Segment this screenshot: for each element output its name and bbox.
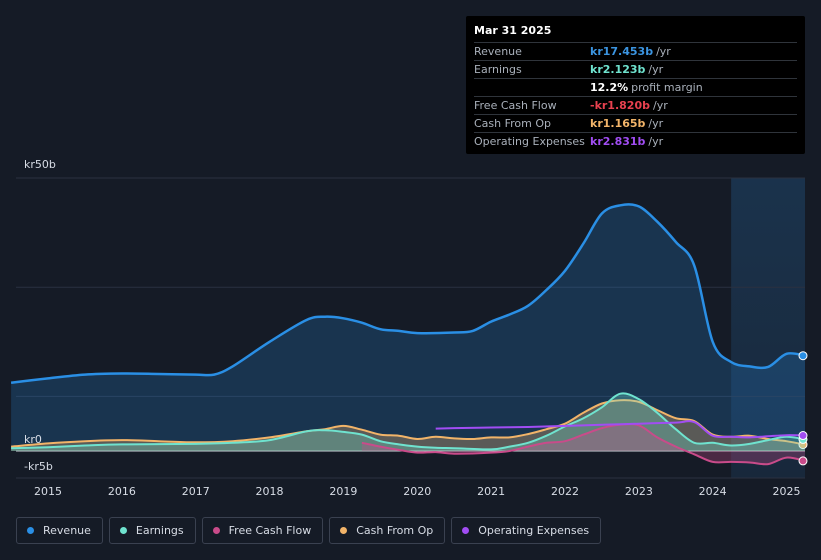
y-tick-label: -kr5b: [24, 460, 53, 473]
operating-expenses-line: [435, 420, 806, 439]
tooltip-row-value: -kr1.820b: [590, 99, 650, 112]
x-tick-label: 2025: [773, 485, 801, 498]
legend-dot-icon: [462, 527, 470, 534]
legend-label: Earnings: [135, 524, 184, 537]
legend-item-free-cash-flow[interactable]: Free Cash Flow: [201, 517, 324, 544]
y-tick-label: kr50b: [24, 158, 56, 171]
legend-label: Free Cash Flow: [228, 524, 312, 537]
tooltip-row: Operating Expenses kr2.831b/yr: [474, 133, 797, 150]
operating-expenses-end-point: [798, 431, 808, 441]
forecast-region: [731, 178, 805, 478]
x-tick-label: 2024: [699, 485, 727, 498]
revenue-line: [10, 203, 806, 385]
x-tick-label: 2019: [329, 485, 357, 498]
tooltip-row-unit: /yr: [648, 63, 664, 76]
tooltip-row-value: kr2.123b: [590, 63, 646, 76]
revenue-end-point: [798, 351, 808, 361]
legend-dot-icon: [27, 527, 34, 534]
legend-item-cash-from-op[interactable]: Cash From Op: [329, 517, 446, 544]
tooltip-row: Earnings kr2.123b/yr: [474, 61, 797, 79]
legend-label: Cash From Op: [356, 524, 434, 537]
legend-dot-icon: [119, 527, 127, 534]
legend-item-revenue[interactable]: Revenue: [16, 517, 103, 544]
tooltip-row-value: 12.2%: [590, 81, 629, 94]
x-tick-label: 2020: [403, 485, 431, 498]
tooltip-row-unit: /yr: [648, 117, 664, 130]
tooltip-date: Mar 31 2025: [474, 23, 797, 43]
chart-legend: Revenue Earnings Free Cash Flow Cash From O…: [16, 517, 602, 546]
x-tick-label: 2022: [551, 485, 579, 498]
free-cash-flow-end-point: [798, 456, 808, 466]
x-tick-label: 2017: [182, 485, 210, 498]
tooltip-row: Revenue kr17.453b/yr: [474, 43, 797, 61]
tooltip-row: Free Cash Flow -kr1.820b/yr: [474, 97, 797, 115]
legend-dot-icon: [212, 527, 220, 534]
revenue-area: [11, 204, 806, 451]
tooltip-row-unit: profit margin: [631, 81, 703, 94]
tooltip-row-value: kr2.831b: [590, 135, 646, 148]
x-tick-label: 2016: [108, 485, 136, 498]
tooltip-row-label: Revenue: [474, 45, 522, 58]
tooltip-row-value: kr17.453b: [590, 45, 654, 58]
y-tick-label: kr0: [24, 433, 42, 446]
legend-item-operating-expenses[interactable]: Operating Expenses: [451, 517, 602, 544]
x-tick-label: 2023: [625, 485, 653, 498]
x-tick-label: 2015: [34, 485, 62, 498]
earnings-area: [11, 393, 806, 451]
tooltip-row: 12.2% profit margin: [474, 79, 797, 97]
tooltip-row-label: [474, 79, 590, 96]
free-cash-flow-line: [361, 423, 806, 466]
legend-item-earnings[interactable]: Earnings: [108, 517, 196, 544]
legend-label: Revenue: [43, 524, 91, 537]
x-tick-label: 2018: [256, 485, 284, 498]
tooltip-row-unit: /yr: [652, 99, 668, 112]
tooltip-row-label: Operating Expenses: [474, 135, 585, 148]
data-tooltip: Mar 31 2025 Revenue kr17.453b/yr Earnings k…: [466, 16, 805, 154]
x-tick-label: 2021: [477, 485, 505, 498]
tooltip-row-label: Free Cash Flow: [474, 99, 557, 112]
legend-dot-icon: [340, 527, 348, 534]
earnings-line: [11, 392, 806, 451]
cash-from-op-area: [11, 400, 806, 451]
tooltip-row: Cash From Op kr1.165b/yr: [474, 115, 797, 133]
tooltip-row-label: Cash From Op: [474, 117, 552, 130]
tooltip-row-unit: /yr: [656, 45, 671, 58]
tooltip-row-unit: /yr: [648, 135, 664, 148]
tooltip-row-value: kr1.165b: [590, 117, 646, 130]
legend-label: Operating Expenses: [478, 524, 590, 537]
tooltip-row-label: Earnings: [474, 63, 522, 76]
